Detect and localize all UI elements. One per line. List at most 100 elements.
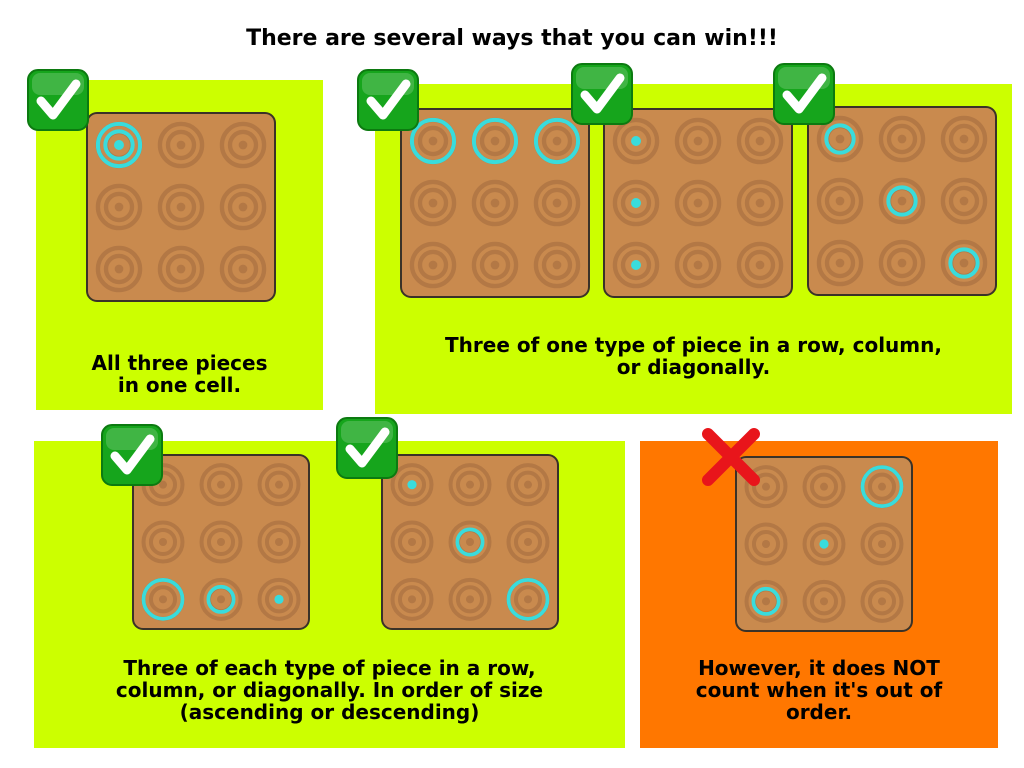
board-cell[interactable] xyxy=(471,179,519,227)
board-grid xyxy=(141,463,301,621)
board-cell[interactable] xyxy=(860,579,904,623)
board-grid xyxy=(390,463,550,621)
board-cell[interactable] xyxy=(940,115,988,163)
board-cell[interactable] xyxy=(157,245,205,293)
board-cell[interactable] xyxy=(219,121,267,169)
board-grid xyxy=(409,117,581,289)
board-cell[interactable] xyxy=(674,179,722,227)
caption-line: order. xyxy=(785,700,853,724)
piece-medium xyxy=(886,185,918,217)
board-cell[interactable] xyxy=(816,239,864,287)
board-cell[interactable] xyxy=(736,179,784,227)
board-cell[interactable] xyxy=(674,241,722,289)
board-cell[interactable] xyxy=(257,520,301,564)
panel-caption: Three of one type of piece in a row, col… xyxy=(375,334,1012,378)
piece-small xyxy=(114,140,124,150)
board-cell[interactable] xyxy=(390,520,434,564)
piece-large xyxy=(533,117,581,165)
board-cell[interactable] xyxy=(878,239,926,287)
piece-medium xyxy=(455,527,485,557)
game-board xyxy=(809,108,995,294)
board-cell[interactable] xyxy=(506,520,550,564)
piece-small xyxy=(631,260,641,270)
checkmark-icon xyxy=(571,63,633,125)
piece-large xyxy=(471,117,519,165)
board-cell[interactable] xyxy=(744,465,788,509)
piece-small xyxy=(407,480,417,490)
board-cell[interactable] xyxy=(802,579,846,623)
board-cell[interactable] xyxy=(736,117,784,165)
board-cell[interactable] xyxy=(533,179,581,227)
board-cell[interactable] xyxy=(471,241,519,289)
caption-line: All three pieces xyxy=(91,351,268,375)
board-cell[interactable] xyxy=(219,245,267,293)
caption-line: in one cell. xyxy=(117,373,242,397)
panel-out-of-order: However, it does NOT count when it's out … xyxy=(640,441,998,748)
piece-large xyxy=(141,577,185,621)
game-board xyxy=(402,110,588,296)
checkmark-icon xyxy=(101,424,163,486)
board-cell[interactable] xyxy=(802,465,846,509)
board-cell[interactable] xyxy=(878,115,926,163)
board-cell[interactable] xyxy=(199,520,243,564)
piece-small xyxy=(819,539,829,549)
board-cell[interactable] xyxy=(409,241,457,289)
board-cell[interactable] xyxy=(533,241,581,289)
game-board xyxy=(134,456,308,628)
panel-each-type-ordered: Three of each type of piece in a row, col… xyxy=(34,441,625,748)
caption-line: Three of each type of piece in a row, xyxy=(123,656,536,680)
caption-line: count when it's out of xyxy=(695,678,943,702)
piece-small xyxy=(631,136,641,146)
board-cell[interactable] xyxy=(409,179,457,227)
board-cell[interactable] xyxy=(157,183,205,231)
board-cell[interactable] xyxy=(199,463,243,507)
piece-large xyxy=(409,117,457,165)
panel-caption: Three of each type of piece in a row, col… xyxy=(34,657,625,723)
board-grid xyxy=(95,121,267,293)
board-cell[interactable] xyxy=(390,577,434,621)
panel-caption: All three pieces in one cell. xyxy=(36,352,323,396)
board-grid xyxy=(612,117,784,289)
board-cell[interactable] xyxy=(141,520,185,564)
checkmark-icon xyxy=(27,69,89,131)
panel-one-type: Three of one type of piece in a row, col… xyxy=(375,84,1012,414)
panel-single-cell: All three pieces in one cell. xyxy=(36,80,323,410)
board-cell[interactable] xyxy=(940,177,988,225)
caption-line: column, or diagonally. In order of size xyxy=(115,678,544,702)
piece-medium xyxy=(948,247,980,279)
game-board xyxy=(605,110,791,296)
caption-line: or diagonally. xyxy=(616,355,771,379)
board-cell[interactable] xyxy=(257,463,301,507)
board-cell[interactable] xyxy=(506,463,550,507)
piece-medium xyxy=(103,129,135,161)
checkmark-icon xyxy=(357,69,419,131)
board-cell[interactable] xyxy=(95,183,143,231)
piece-large xyxy=(506,577,550,621)
caption-line: However, it does NOT xyxy=(698,656,940,680)
board-cell[interactable] xyxy=(448,463,492,507)
piece-medium xyxy=(206,584,236,614)
board-cell[interactable] xyxy=(860,522,904,566)
board-grid xyxy=(744,465,904,623)
page-title: There are several ways that you can win!… xyxy=(246,26,778,51)
cross-icon xyxy=(702,428,760,486)
game-board xyxy=(88,114,274,300)
piece-small xyxy=(274,594,284,604)
panel-caption: However, it does NOT count when it's out … xyxy=(640,657,998,723)
board-cell[interactable] xyxy=(157,121,205,169)
piece-medium xyxy=(824,123,856,155)
board-grid xyxy=(816,115,988,287)
board-cell[interactable] xyxy=(744,522,788,566)
checkmark-icon xyxy=(336,417,398,479)
board-cell[interactable] xyxy=(95,245,143,293)
caption-line: Three of one type of piece in a row, col… xyxy=(445,333,942,357)
board-cell[interactable] xyxy=(448,577,492,621)
board-cell[interactable] xyxy=(736,241,784,289)
board-cell[interactable] xyxy=(219,183,267,231)
piece-large xyxy=(860,465,904,509)
piece-large xyxy=(95,121,143,169)
board-cell[interactable] xyxy=(674,117,722,165)
board-cell[interactable] xyxy=(816,177,864,225)
piece-small xyxy=(631,198,641,208)
game-board xyxy=(737,458,911,630)
